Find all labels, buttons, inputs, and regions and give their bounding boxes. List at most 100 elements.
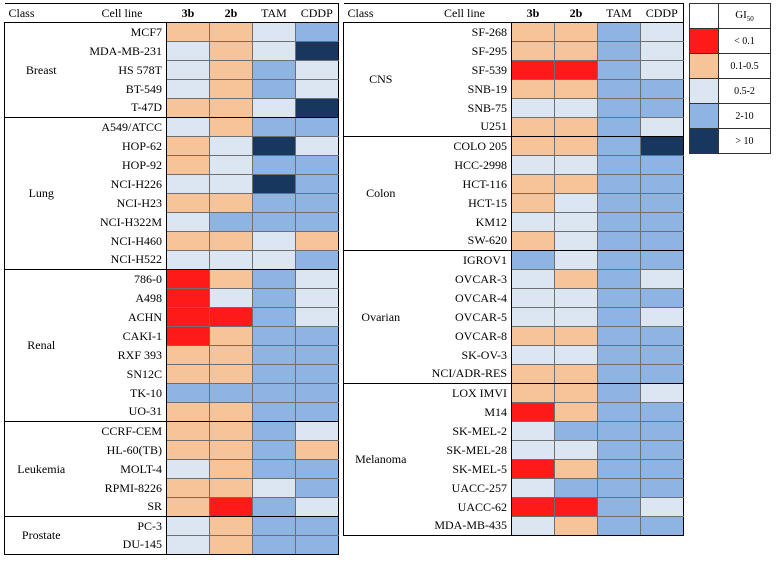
gi50-cell-tam xyxy=(252,193,296,213)
gi50-cell-tam xyxy=(252,383,296,403)
gi50-cell-2b xyxy=(209,60,253,80)
table-row: NCI-H522 xyxy=(5,250,339,270)
gi50-cell-3b xyxy=(166,497,210,517)
gi50-cell-tam xyxy=(597,41,641,61)
cell-line-label: KM12 xyxy=(417,212,512,232)
gi50-cell-3b xyxy=(166,459,210,479)
gi50-cell-tam xyxy=(252,345,296,365)
table-row: SK-MEL-28 xyxy=(344,440,684,460)
gi50-cell-3b xyxy=(166,402,210,422)
gi50-cell-2b xyxy=(554,326,598,346)
table-row: MDA-MB-231 xyxy=(5,41,339,61)
gi50-cell-2b xyxy=(554,193,598,213)
gi50-cell-3b xyxy=(166,193,210,213)
gi50-cell-2b xyxy=(554,22,598,42)
gi50-cell-cddp xyxy=(640,516,684,536)
gi50-cell-tam xyxy=(252,155,296,175)
gi50-cell-cddp xyxy=(295,440,339,460)
gi50-cell-cddp xyxy=(640,288,684,308)
cell-line-label: MDA-MB-231 xyxy=(77,41,167,61)
table-row: SF-539 xyxy=(344,60,684,80)
gi50-cell-cddp xyxy=(295,402,339,422)
table-row: SNB-75 xyxy=(344,98,684,118)
gi50-cell-cddp xyxy=(640,155,684,175)
cell-line-label: NCI-H226 xyxy=(77,174,167,194)
gi50-cell-2b xyxy=(209,307,253,327)
legend-swatch xyxy=(689,128,719,154)
class-label: Colon xyxy=(343,136,418,251)
gi50-cell-2b xyxy=(554,440,598,460)
gi50-cell-cddp xyxy=(640,60,684,80)
class-label: Breast xyxy=(4,22,78,118)
legend-title-sub: 50 xyxy=(746,15,754,24)
gi50-cell-cddp xyxy=(295,307,339,327)
gi50-cell-tam xyxy=(597,288,641,308)
cell-line-label: SR xyxy=(77,497,167,517)
cell-line-label: M14 xyxy=(417,402,512,422)
table-row: SW-620 xyxy=(344,231,684,251)
gi50-cell-cddp xyxy=(640,41,684,61)
gi50-cell-cddp xyxy=(295,60,339,80)
gi50-cell-2b xyxy=(554,364,598,384)
gi50-cell-2b xyxy=(554,497,598,517)
gi50-cell-3b xyxy=(511,41,555,61)
legend-title-text: GI xyxy=(735,8,747,21)
gi50-cell-tam xyxy=(597,307,641,327)
gi50-cell-2b xyxy=(209,231,253,251)
gi50-cell-tam xyxy=(252,250,296,270)
cell-line-label: HOP-92 xyxy=(77,155,167,175)
cell-line-label: T-47D xyxy=(77,98,167,118)
gi50-cell-cddp xyxy=(640,22,684,42)
cell-line-label: UACC-257 xyxy=(417,478,512,498)
gi50-cell-cddp xyxy=(640,326,684,346)
table-row: OVCAR-4 xyxy=(344,288,684,308)
header-row: Class Cell line 3b 2b TAM CDDP xyxy=(4,3,339,23)
gi50-cell-3b xyxy=(166,421,210,441)
cell-line-label: SNB-75 xyxy=(417,98,512,118)
gi50-cell-cddp xyxy=(640,98,684,118)
legend-swatch xyxy=(689,103,719,129)
gi50-cell-tam xyxy=(597,478,641,498)
table-row: Breast MCF7 xyxy=(4,22,339,118)
gi50-cell-cddp xyxy=(640,345,684,365)
gi50-cell-2b xyxy=(554,212,598,232)
gi50-cell-2b xyxy=(209,41,253,61)
gi50-cell-tam xyxy=(252,440,296,460)
gi50-cell-3b xyxy=(511,383,555,403)
gi50-cell-2b xyxy=(209,117,253,137)
gi50-cell-tam xyxy=(597,193,641,213)
cell-line-label: A549/ATCC xyxy=(77,117,167,137)
legend-item: 2-10 xyxy=(689,103,771,129)
cell-line-label: ACHN xyxy=(77,307,167,327)
gi50-cell-3b xyxy=(511,307,555,327)
gi50-cell-tam xyxy=(252,497,296,517)
gi50-cell-3b xyxy=(166,136,210,156)
gi50-cell-3b xyxy=(166,22,210,42)
legend-label: 2-10 xyxy=(718,103,771,129)
table-row: UACC-257 xyxy=(344,478,684,498)
cell-line-label: SK-MEL-5 xyxy=(417,459,512,479)
col-tam-header: TAM xyxy=(252,3,296,23)
cell-line-label: SF-268 xyxy=(417,22,512,42)
table-row: Renal 786-0 xyxy=(4,269,339,422)
cell-line-label: RXF 393 xyxy=(77,345,167,365)
col-3b-header: 3b xyxy=(166,3,210,23)
gi50-cell-cddp xyxy=(295,41,339,61)
cell-line-label: LOX IMVI xyxy=(417,383,512,403)
header-row: Class Cell line 3b 2b TAM CDDP xyxy=(343,3,684,23)
cell-line-label: HL-60(TB) xyxy=(77,440,167,460)
gi50-cell-2b xyxy=(209,440,253,460)
gi50-cell-2b xyxy=(554,250,598,270)
table-row: NCI-H322M xyxy=(5,212,339,232)
cell-line-label: TK-10 xyxy=(77,383,167,403)
gi50-cell-2b xyxy=(554,136,598,156)
gi50-cell-3b xyxy=(166,212,210,232)
cell-line-label: SN12C xyxy=(77,364,167,384)
gi50-cell-3b xyxy=(166,98,210,118)
gi50-cell-2b xyxy=(554,79,598,99)
cell-line-label: OVCAR-5 xyxy=(417,307,512,327)
gi50-cell-3b xyxy=(511,117,555,137)
gi50-cell-cddp xyxy=(640,231,684,251)
gi50-cell-cddp xyxy=(295,98,339,118)
class-label: CNS xyxy=(343,22,418,137)
